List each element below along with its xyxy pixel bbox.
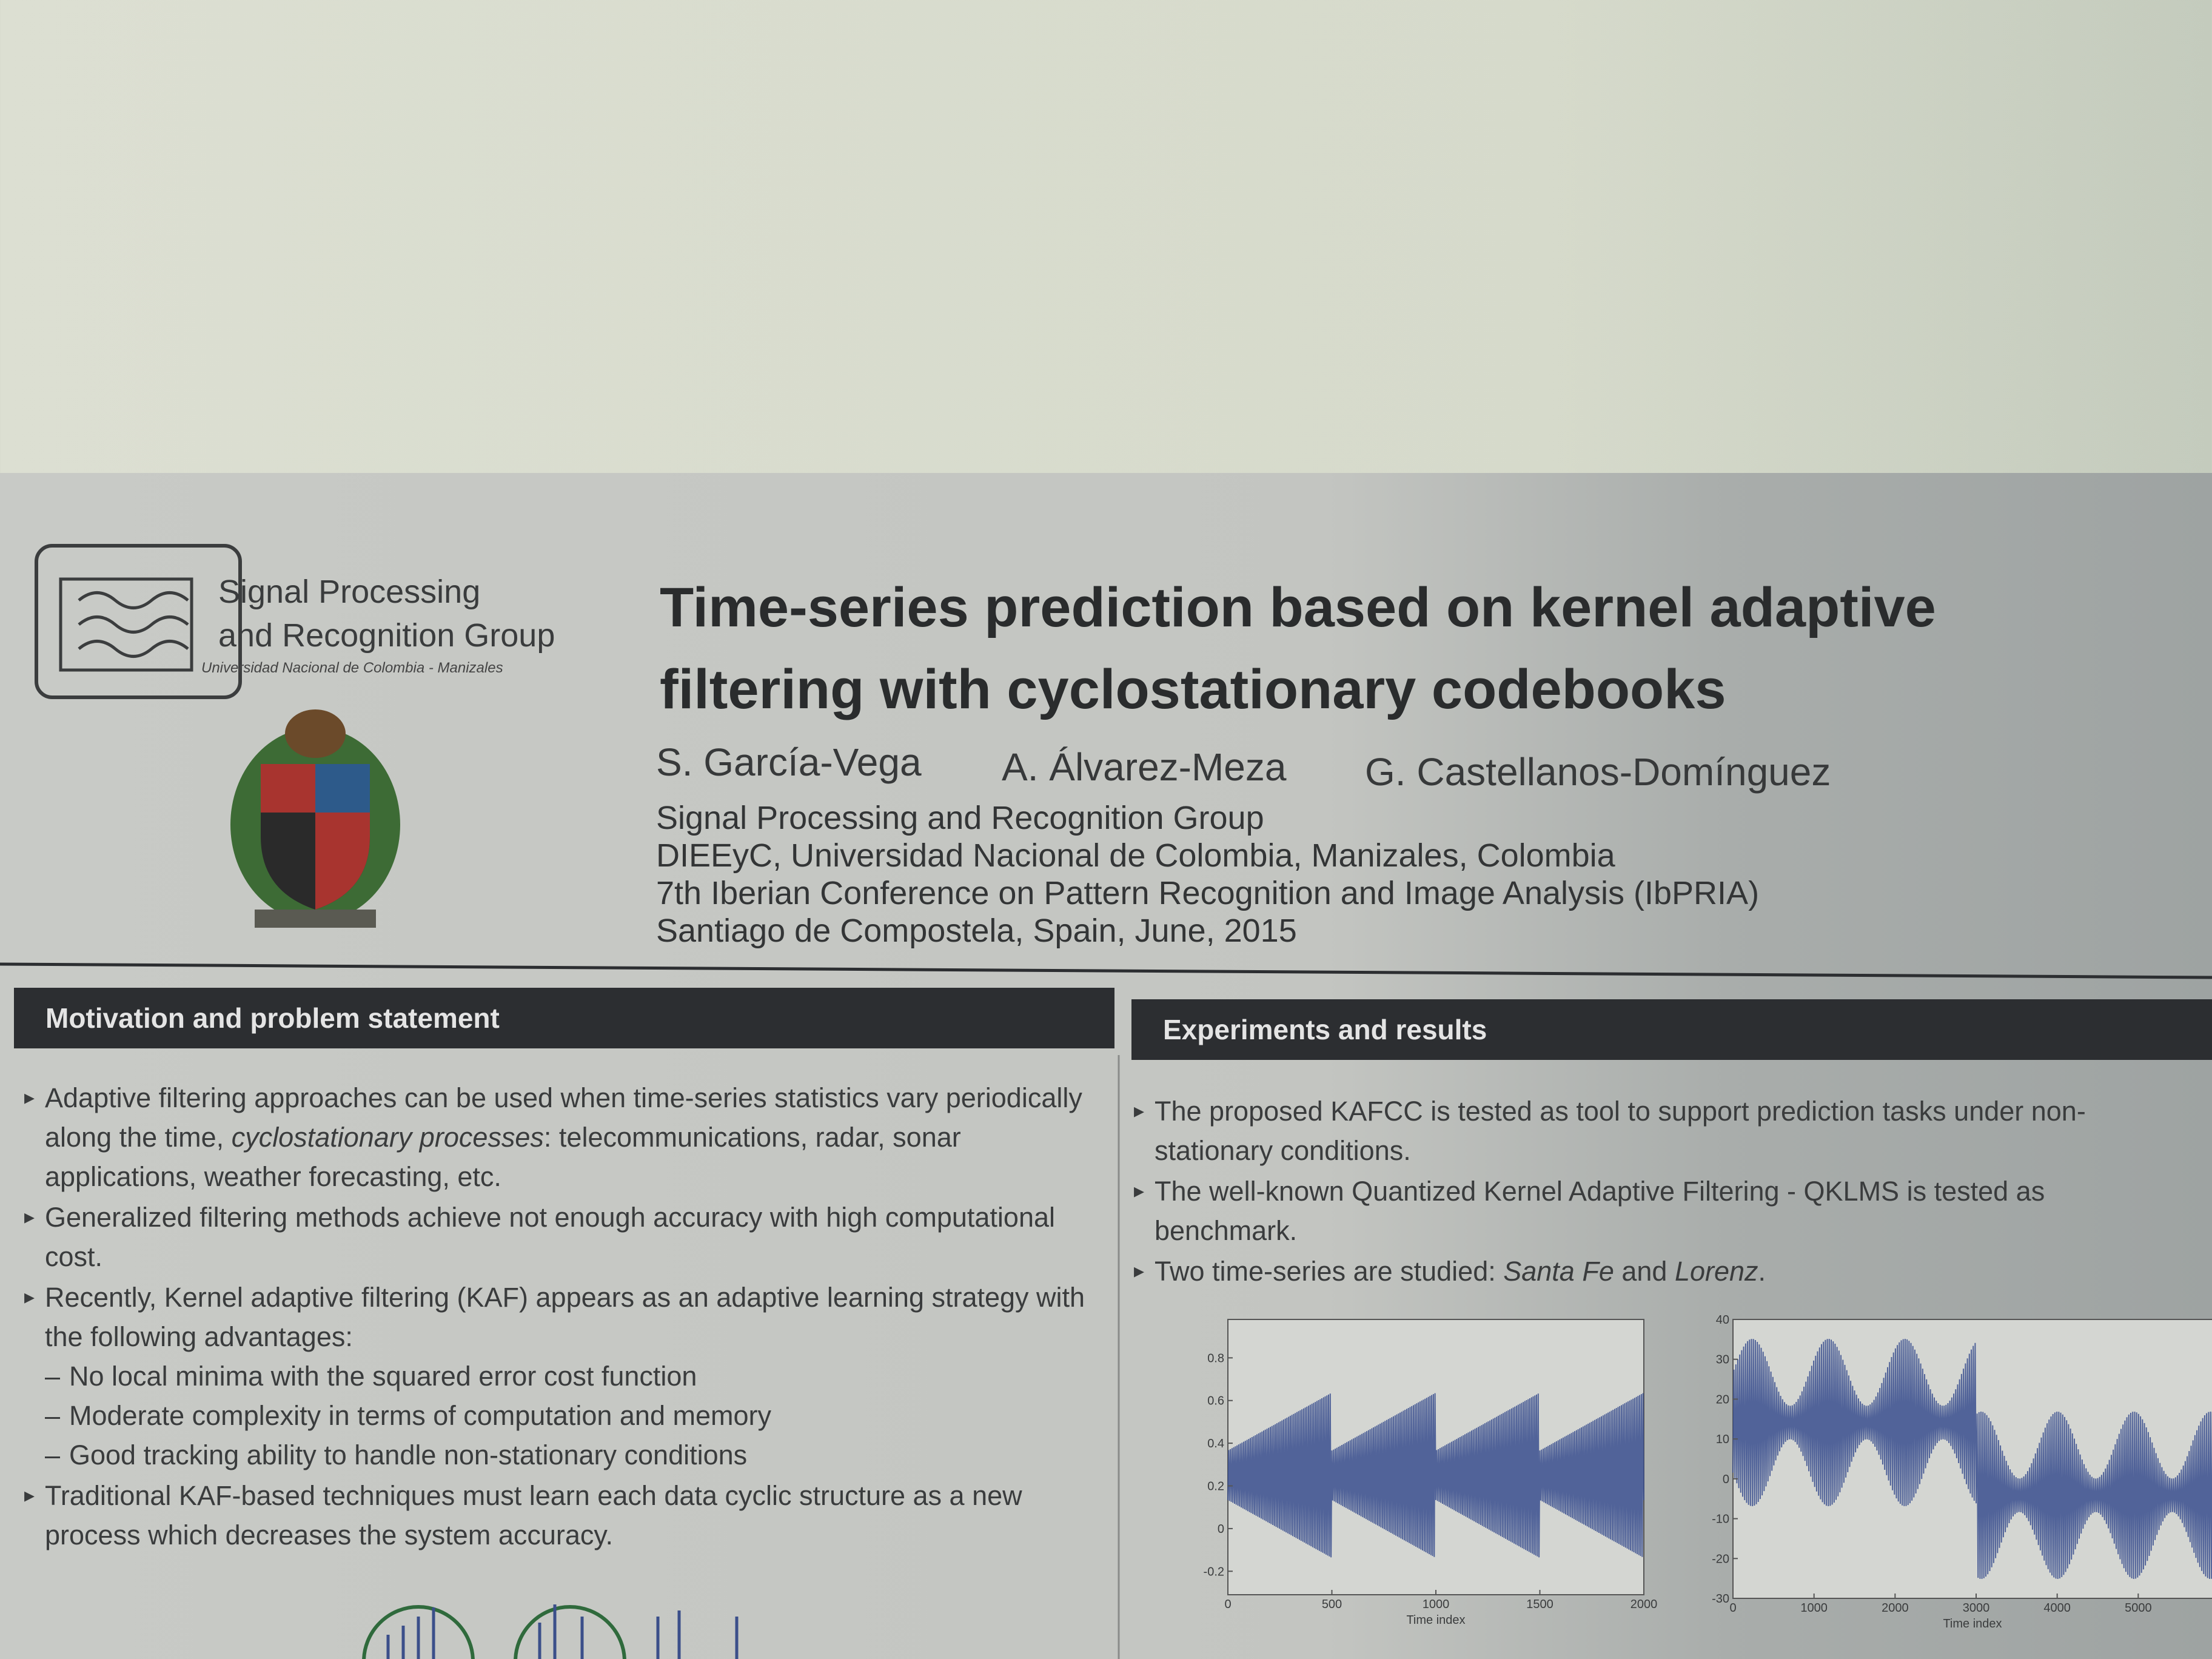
text: . (1758, 1256, 1766, 1287)
sub-bullet: Moderate complexity in terms of computat… (45, 1396, 1116, 1435)
section-body: Adaptive filtering approaches can be use… (24, 1078, 1116, 1556)
author: S. García-Vega (656, 740, 922, 784)
text: The proposed KAFCC is tested as tool to … (1155, 1096, 2086, 1166)
sub-bullet: Good tracking ability to handle non-stat… (45, 1435, 1116, 1475)
y-tick-label: 0 (1218, 1523, 1224, 1536)
section-body: The proposed KAFCC is tested as tool to … (1134, 1091, 2165, 1292)
y-tick-label: -10 (1712, 1513, 1729, 1526)
x-tick-label: 2000 (1882, 1601, 1909, 1615)
header-rule (0, 962, 2212, 979)
affiliation: DIEEyC, Universidad Nacional de Colombia… (656, 837, 1615, 874)
title: Time-series prediction based on kernel a… (660, 577, 1936, 638)
y-tick-label: 0.6 (1207, 1395, 1224, 1408)
section-heading: Motivation and problem statement (14, 988, 1114, 1048)
affiliation: Santiago de Compostela, Spain, June, 201… (656, 913, 1297, 949)
bullet: The well-known Quantized Kernel Adaptive… (1134, 1171, 2165, 1250)
text: : telecommunications, radar, sonar appli… (45, 1122, 961, 1192)
text: The well-known Quantized Kernel Adaptive… (1155, 1176, 2045, 1246)
text: Adaptive filtering approaches can be use… (45, 1082, 1082, 1153)
y-tick-label: 20 (1716, 1393, 1729, 1406)
x-axis-label: Time index (1943, 1617, 2002, 1631)
x-tick-label: 3000 (1963, 1601, 1990, 1615)
title: filtering with cyclostationary codebooks (660, 659, 1726, 720)
x-tick-label: 0 (1729, 1601, 1736, 1615)
logo-waves (78, 591, 189, 658)
group-name: and Recognition Group (218, 617, 555, 654)
bullet: The proposed KAFCC is tested as tool to … (1134, 1091, 2165, 1170)
bullet: Recently, Kernel adaptive filtering (KAF… (24, 1278, 1116, 1475)
y-tick-label: 0.8 (1207, 1352, 1224, 1365)
x-tick-label: 1000 (1423, 1598, 1450, 1611)
x-tick-label: 5000 (2125, 1601, 2152, 1615)
university: Universidad Nacional de Colombia - Maniz… (201, 660, 503, 676)
x-axis-label: Time index (1406, 1614, 1465, 1627)
y-tick-label: -0.2 (1204, 1565, 1224, 1578)
x-tick-label: 4000 (2043, 1601, 2071, 1615)
bullet: Two time-series are studied: Santa Fe an… (1134, 1252, 2165, 1291)
author: A. Álvarez-Meza (1002, 745, 1287, 789)
italic-text: Santa Fe (1503, 1256, 1614, 1287)
y-tick-label: -30 (1712, 1592, 1729, 1606)
text: Traditional KAF-based techniques must le… (45, 1480, 1022, 1550)
bullet: Generalized filtering methods achieve no… (24, 1198, 1116, 1276)
crest (230, 709, 400, 928)
y-tick-label: 0 (1723, 1473, 1729, 1486)
text: Generalized filtering methods achieve no… (45, 1202, 1055, 1272)
y-tick-label: -20 (1712, 1552, 1729, 1566)
affiliation: Signal Processing and Recognition Group (656, 800, 1264, 836)
x-tick-label: 0 (1224, 1598, 1231, 1611)
bullet: Adaptive filtering approaches can be use… (24, 1078, 1116, 1196)
logo-frame (35, 544, 242, 699)
author: G. Castellanos-Domínguez (1365, 750, 1831, 794)
signal-trace (1227, 1393, 1644, 1558)
italic-text: Lorenz (1674, 1256, 1758, 1287)
text: Two time-series are studied: (1155, 1256, 1504, 1287)
mini-bars (386, 1604, 739, 1659)
y-tick-label: 0.2 (1207, 1480, 1224, 1493)
text: Recently, Kernel adaptive filtering (KAF… (45, 1282, 1085, 1352)
sub-bullet: No local minima with the squared error c… (45, 1356, 1116, 1396)
y-tick-label: 0.4 (1207, 1437, 1224, 1450)
signal-trace (1732, 1338, 2212, 1580)
section-heading: Experiments and results (1131, 999, 2212, 1060)
text: and (1614, 1256, 1675, 1287)
mini-icons (362, 1605, 626, 1659)
italic-text: cyclostationary processes (231, 1122, 544, 1153)
x-tick-label: 1000 (1800, 1601, 1828, 1615)
logo-box (59, 577, 193, 672)
x-tick-label: 2000 (1631, 1598, 1658, 1611)
x-tick-label: 500 (1322, 1598, 1342, 1611)
y-tick-label: 10 (1716, 1433, 1729, 1446)
y-tick-label: 30 (1716, 1353, 1729, 1367)
affiliation: 7th Iberian Conference on Pattern Recogn… (656, 875, 1760, 911)
group-name: Signal Processing (218, 574, 481, 610)
x-tick-label: 1500 (1526, 1598, 1553, 1611)
bullet: Traditional KAF-based techniques must le… (24, 1476, 1116, 1555)
y-tick-label: 40 (1716, 1313, 1729, 1327)
